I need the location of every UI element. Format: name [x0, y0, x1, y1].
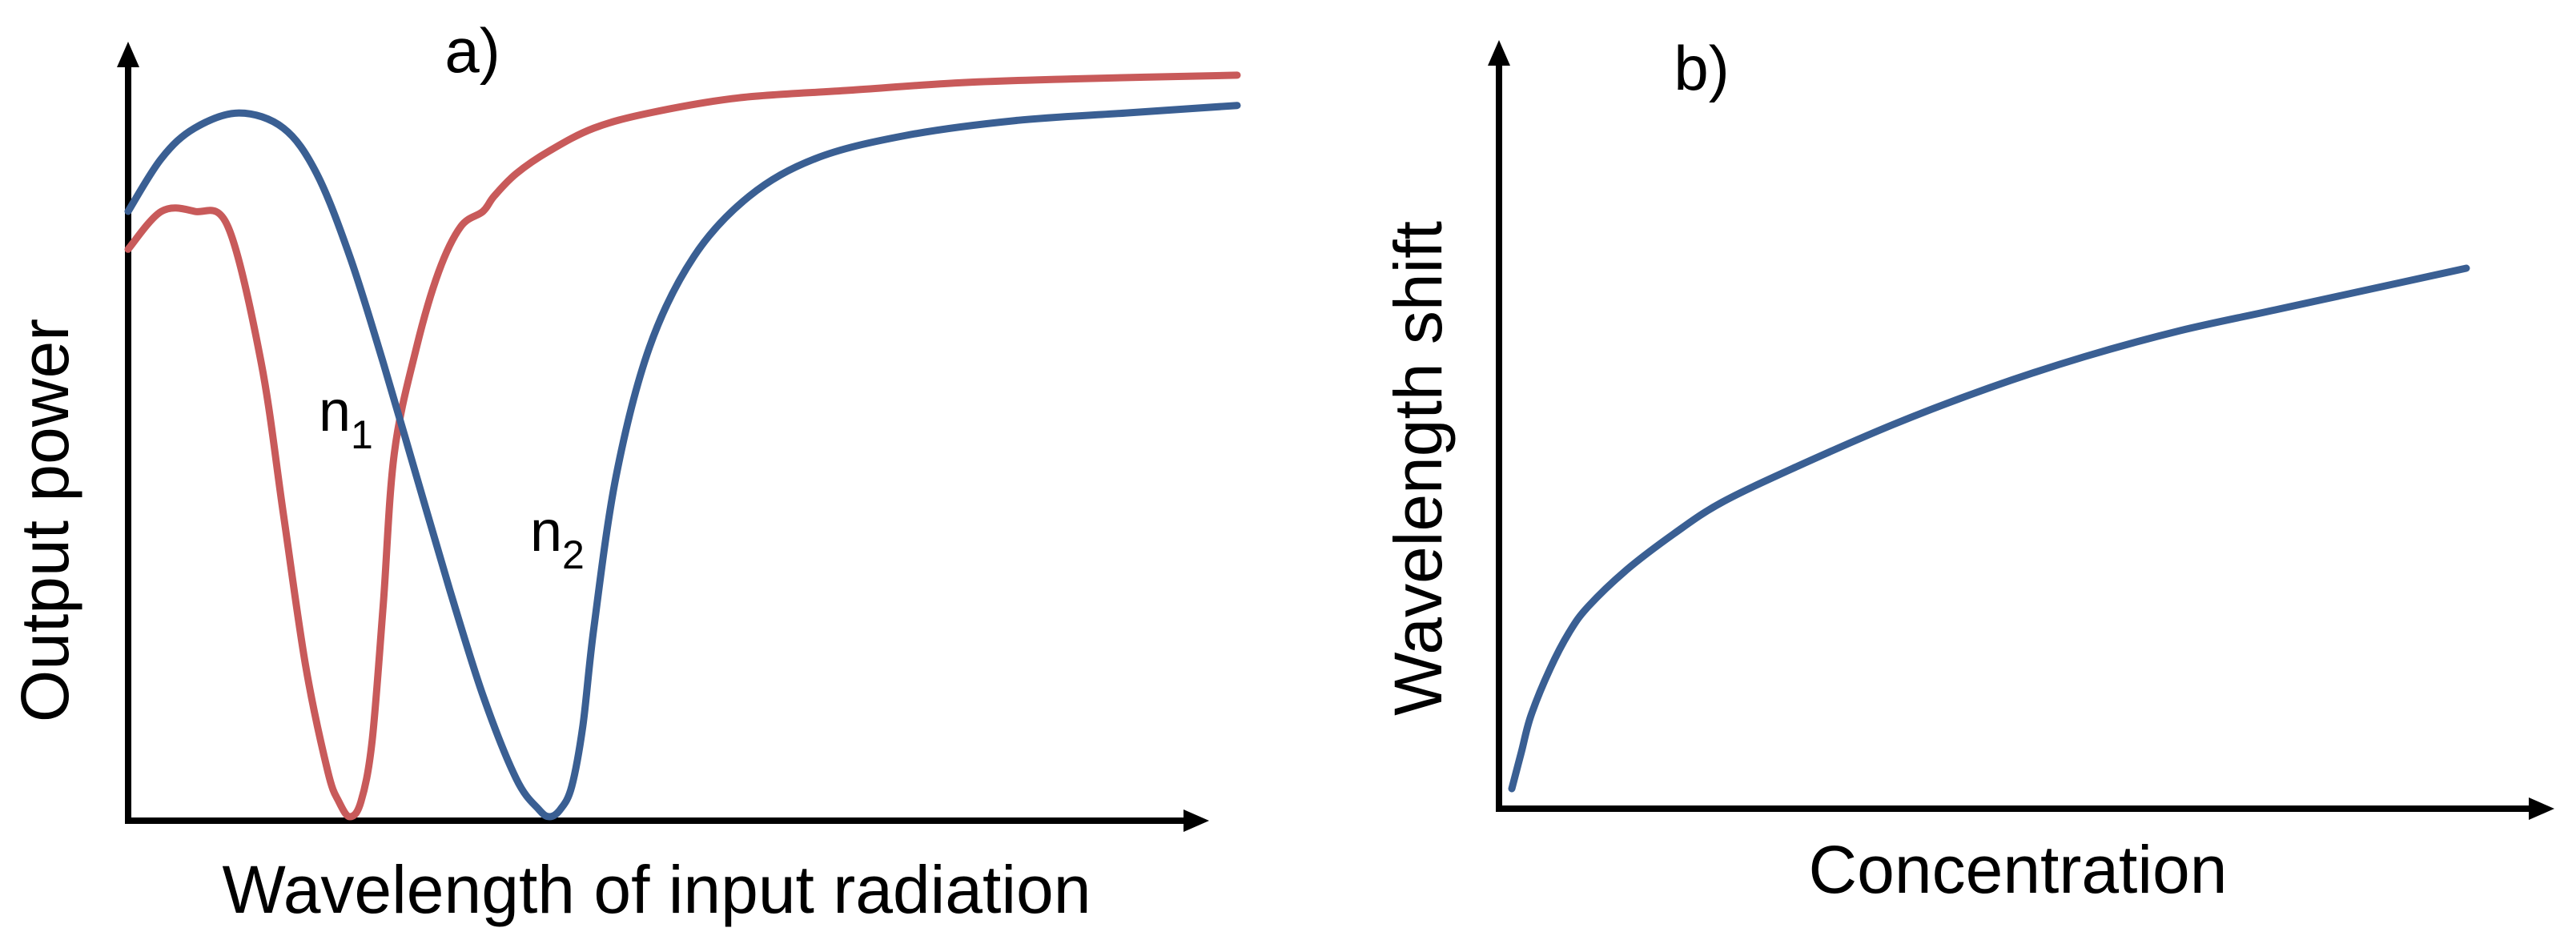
panel-a-y-axis-arrow — [117, 42, 139, 67]
panel-a-x-axis-arrow — [1184, 809, 1209, 832]
panel-a-label: a) — [444, 15, 500, 86]
panel-a: a) n1 n2 Wavelength of input radiation O… — [7, 15, 1241, 927]
panel-b-y-label: Wavelength shift — [1380, 221, 1456, 716]
series-label-n1-main: n — [319, 380, 351, 444]
panel-b: b) Concentration Wavelength shift — [1380, 33, 2554, 907]
panel-a-x-label: Wavelength of input radiation — [223, 852, 1091, 927]
series-label-n2-main: n — [530, 500, 562, 564]
panel-b-x-label: Concentration — [1809, 832, 2228, 907]
series-line-n1 — [124, 71, 1241, 821]
series-label-n2-sub: 2 — [562, 532, 585, 577]
series-line-wavelength-shift — [1508, 264, 2470, 793]
series-line-n2 — [124, 102, 1241, 821]
series-label-n2: n2 — [530, 500, 585, 577]
panel-b-y-axis-arrow — [1488, 40, 1510, 66]
series-label-n1-sub: 1 — [351, 412, 373, 457]
panel-b-label: b) — [1674, 33, 1729, 103]
series-label-n1: n1 — [319, 380, 373, 457]
panel-a-y-label: Output power — [7, 319, 82, 722]
panel-b-x-axis-arrow — [2529, 797, 2554, 820]
